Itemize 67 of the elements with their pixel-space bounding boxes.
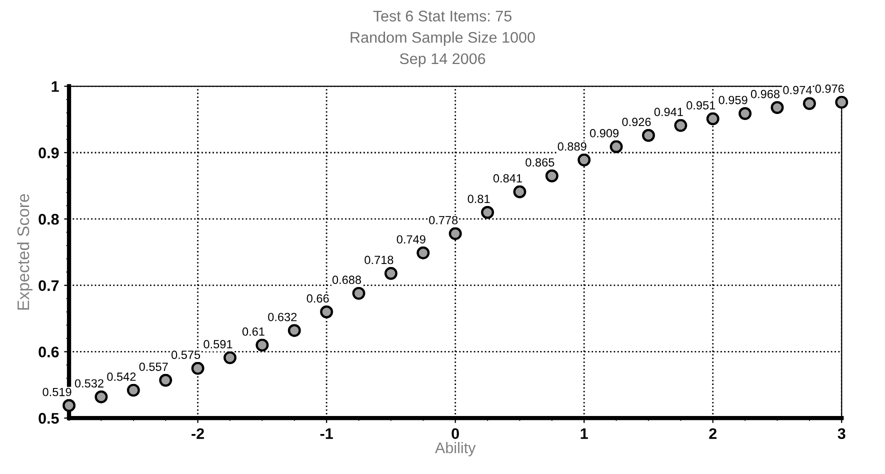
x-tick-label: -2 xyxy=(192,428,204,439)
point xyxy=(481,206,494,219)
point xyxy=(256,338,269,352)
point xyxy=(224,351,236,364)
data-label: 0.865 xyxy=(526,158,554,167)
point xyxy=(352,286,366,300)
point xyxy=(642,128,655,142)
y-tick-label: 1 xyxy=(52,81,59,92)
data-label: 0.749 xyxy=(396,235,426,244)
point xyxy=(802,97,816,110)
point xyxy=(770,101,784,114)
x-axis-title: Ability xyxy=(434,442,476,456)
x-tick-label: 0 xyxy=(452,428,459,440)
point xyxy=(94,390,108,404)
point xyxy=(578,153,591,166)
y-axis-title: Expected Score xyxy=(16,194,33,310)
data-label: 0.591 xyxy=(204,340,232,348)
y-tick-label: 0.7 xyxy=(38,280,59,292)
point xyxy=(159,374,172,387)
chart-subtitle: Random Sample Size 1000 xyxy=(350,32,535,46)
chart-title: Test 6 Stat Items: 75 xyxy=(373,10,512,22)
x-tick-label: 3 xyxy=(838,428,846,440)
x-tick-label: -1 xyxy=(320,428,333,439)
point xyxy=(288,324,301,337)
data-label: 0.968 xyxy=(750,90,780,98)
point xyxy=(545,169,558,182)
data-label: 0.959 xyxy=(718,96,748,104)
x-tick-label: 2 xyxy=(709,428,717,439)
data-label: 0.909 xyxy=(590,129,619,138)
y-tick-label: 0.8 xyxy=(38,214,59,225)
data-label: 0.519 xyxy=(42,388,72,396)
y-tick-label: 0.6 xyxy=(38,346,59,358)
point xyxy=(448,227,462,240)
data-label: 0.718 xyxy=(364,256,394,264)
data-label: 0.974 xyxy=(783,86,812,94)
point xyxy=(126,384,140,397)
data-label: 0.61 xyxy=(242,327,264,336)
data-label: 0.557 xyxy=(139,362,168,371)
data-label: 0.889 xyxy=(558,142,586,151)
point xyxy=(416,246,430,260)
data-label: 0.575 xyxy=(171,350,200,360)
point xyxy=(384,266,398,280)
data-label: 0.926 xyxy=(622,118,651,126)
data-label: 0.81 xyxy=(468,194,490,204)
point xyxy=(62,398,76,412)
point xyxy=(513,185,526,198)
point xyxy=(320,305,334,318)
data-label: 0.841 xyxy=(493,174,522,183)
data-label: 0.941 xyxy=(654,108,683,116)
y-tick-label: 0.9 xyxy=(38,147,59,158)
text: Sep 14 2006 xyxy=(400,53,486,68)
point xyxy=(191,362,204,375)
data-label: 0.66 xyxy=(306,294,329,303)
point xyxy=(610,140,623,154)
point xyxy=(674,118,688,132)
data-label: 0.778 xyxy=(429,216,458,224)
data-label: 0.976 xyxy=(815,84,844,93)
data-label: 0.688 xyxy=(332,276,362,284)
x-tick-label: 1 xyxy=(580,428,588,439)
y-tick-label: 0.5 xyxy=(38,412,59,424)
data-label: 0.632 xyxy=(268,312,297,322)
point xyxy=(738,106,752,120)
data-label: 0.951 xyxy=(686,101,716,110)
data-label: 0.532 xyxy=(74,379,104,388)
point xyxy=(706,112,720,126)
point xyxy=(835,96,848,109)
data-label: 0.542 xyxy=(107,372,136,381)
